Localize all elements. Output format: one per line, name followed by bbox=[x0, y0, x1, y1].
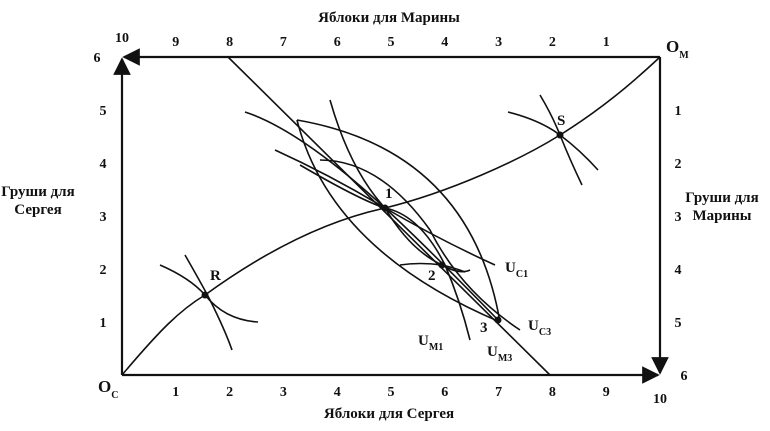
tick-label: 4 bbox=[334, 385, 341, 400]
point bbox=[381, 204, 389, 212]
curve-label: UM3 bbox=[487, 344, 512, 364]
tick-label: 2 bbox=[100, 263, 107, 278]
tick-label: 10 bbox=[115, 31, 129, 46]
tick-label: 6 bbox=[94, 51, 101, 66]
indifference-curve bbox=[329, 99, 471, 273]
tick-label: 8 bbox=[549, 385, 556, 400]
origin-main: O bbox=[98, 377, 111, 396]
tick-label: 1 bbox=[603, 35, 610, 50]
curve-label: UC1 bbox=[505, 260, 528, 280]
point-label: 2 bbox=[428, 268, 436, 284]
indifference-curve bbox=[539, 94, 583, 186]
curve-label-main: U bbox=[418, 333, 429, 349]
origin-main: O bbox=[666, 37, 679, 56]
curve-label: UM1 bbox=[418, 333, 443, 353]
tick-label: 5 bbox=[675, 316, 682, 331]
tick-label: 3 bbox=[675, 210, 682, 225]
tick-label: 4 bbox=[100, 157, 107, 172]
tick-label: 5 bbox=[388, 385, 395, 400]
curve-label-sub: C1 bbox=[516, 269, 528, 280]
indifference-curve bbox=[319, 159, 521, 331]
budget-line bbox=[227, 56, 551, 376]
origin-label: OM bbox=[666, 37, 689, 61]
axis-title: Груши для bbox=[1, 184, 74, 200]
tick-label: 9 bbox=[172, 35, 179, 50]
point bbox=[494, 316, 502, 324]
curve-label: UC3 bbox=[528, 318, 551, 338]
tick-label: 3 bbox=[495, 35, 502, 50]
origin-label: OC bbox=[98, 377, 118, 401]
point-label: R bbox=[210, 268, 221, 284]
curve-label-sub: C3 bbox=[539, 327, 551, 338]
tick-label: 6 bbox=[334, 35, 341, 50]
curve-label-main: U bbox=[505, 260, 516, 276]
point-label: 3 bbox=[480, 320, 488, 336]
tick-label: 4 bbox=[675, 263, 682, 278]
tick-label: 1 bbox=[100, 316, 107, 331]
tick-label: 7 bbox=[280, 35, 287, 50]
tick-label: 2 bbox=[226, 385, 233, 400]
tick-label: 4 bbox=[441, 35, 448, 50]
tick-label: 6 bbox=[441, 385, 448, 400]
tick-label: 3 bbox=[280, 385, 287, 400]
point bbox=[556, 131, 564, 139]
tick-label: 10 bbox=[653, 392, 667, 407]
tick-label: 2 bbox=[675, 157, 682, 172]
axis-title: Марины bbox=[693, 208, 752, 224]
tick-label: 2 bbox=[549, 35, 556, 50]
origin-sub: C bbox=[111, 390, 118, 401]
point-label: 1 bbox=[385, 186, 393, 202]
tick-label: 5 bbox=[100, 104, 107, 119]
tick-label: 5 bbox=[388, 35, 395, 50]
contract-curve bbox=[121, 56, 661, 376]
curve-label-main: U bbox=[528, 318, 539, 334]
point bbox=[438, 261, 446, 269]
indifference-curve bbox=[184, 254, 233, 351]
point-label: S bbox=[557, 113, 565, 129]
axis-title: Яблоки для Марины bbox=[318, 10, 460, 26]
tick-label: 1 bbox=[675, 104, 682, 119]
origin-sub: M bbox=[679, 50, 689, 61]
axis-title: Яблоки для Сергея bbox=[324, 406, 454, 422]
tick-label: 1 bbox=[172, 385, 179, 400]
axis-title: Сергея bbox=[14, 202, 61, 218]
tick-label: 7 bbox=[495, 385, 502, 400]
curve-label-main: U bbox=[487, 344, 498, 360]
tick-label: 3 bbox=[100, 210, 107, 225]
tick-label: 9 bbox=[603, 385, 610, 400]
tick-label: 6 bbox=[681, 369, 688, 384]
indifference-curve bbox=[159, 264, 259, 323]
point bbox=[201, 291, 209, 299]
curve-label-sub: M3 bbox=[498, 353, 512, 364]
axis-title: Груши для bbox=[685, 190, 758, 206]
curve-label-sub: M1 bbox=[429, 342, 443, 353]
tick-label: 8 bbox=[226, 35, 233, 50]
indifference-curve bbox=[299, 164, 471, 341]
